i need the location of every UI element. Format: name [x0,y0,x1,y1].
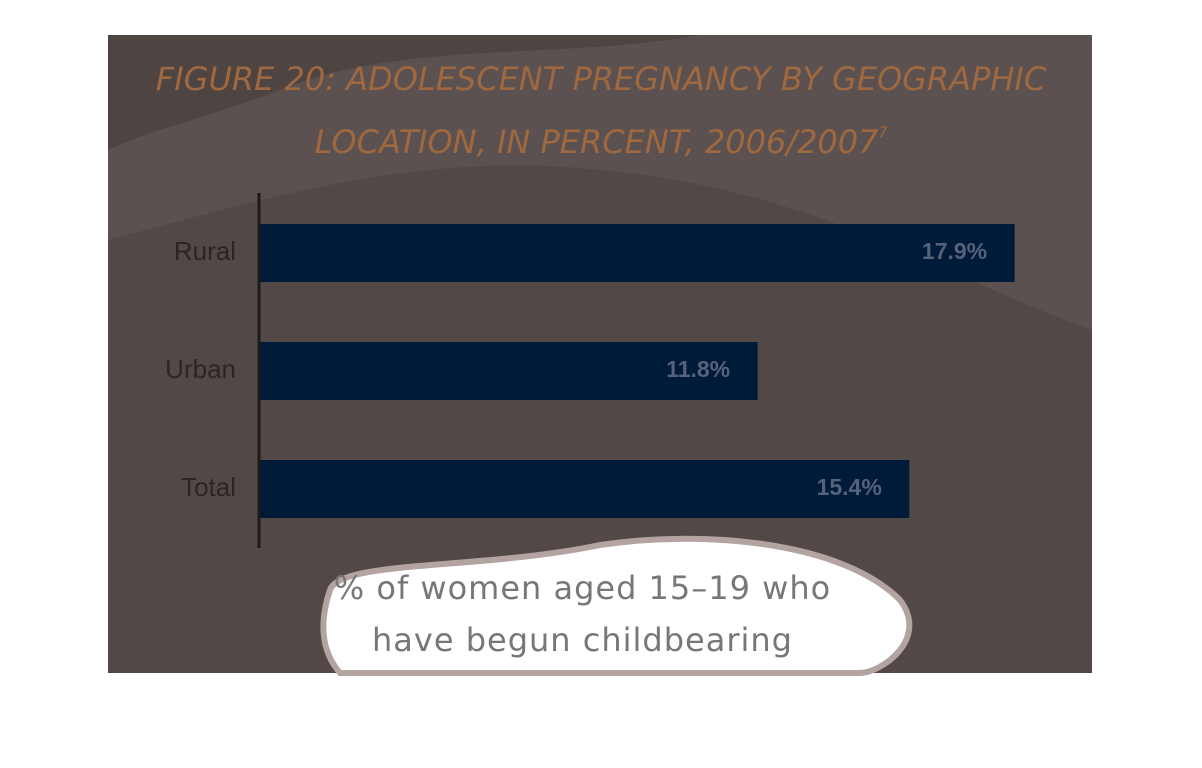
chart-title-block: FIGURE 20: ADOLESCENT PREGNANCY BY GEOGR… [120,52,1082,169]
wave [108,35,1092,330]
title-note: 7 [878,125,888,141]
blob [320,535,913,676]
value-label: 15.4% [817,474,882,500]
chart-title: FIGURE 20: ADOLESCENT PREGNANCY BY GEOGR… [155,60,1047,161]
wave [108,35,700,150]
value-label: 11.8% [666,356,730,382]
bar [260,342,758,400]
bar [260,224,1015,282]
bar [260,460,910,518]
y-tick-label: Rural [174,236,236,266]
y-tick-label: Total [181,472,236,502]
y-tick-label: Urban [165,354,236,384]
x-axis-label: % of women aged 15–19 who have begun chi… [333,569,832,659]
value-label: 17.9% [922,238,987,264]
